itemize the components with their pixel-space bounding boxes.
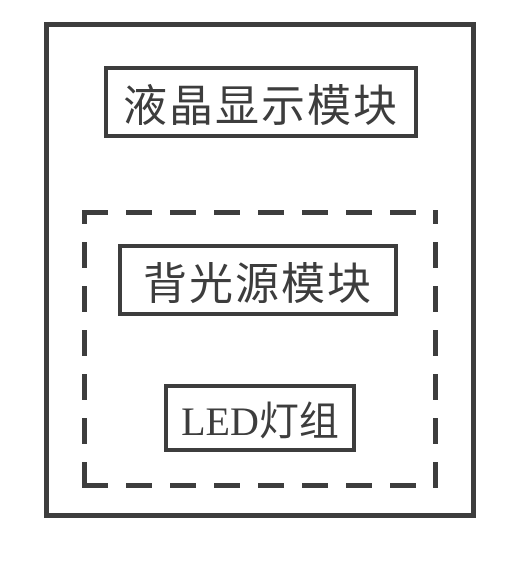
box-backlight: 背光源模块: [118, 244, 398, 316]
box-backlight-label: 背光源模块: [143, 248, 373, 312]
box-led-label: LED灯组: [181, 389, 339, 447]
box-lcd: 液晶显示模块: [104, 66, 418, 138]
box-led: LED灯组: [164, 384, 356, 452]
box-lcd-label: 液晶显示模块: [123, 70, 399, 134]
